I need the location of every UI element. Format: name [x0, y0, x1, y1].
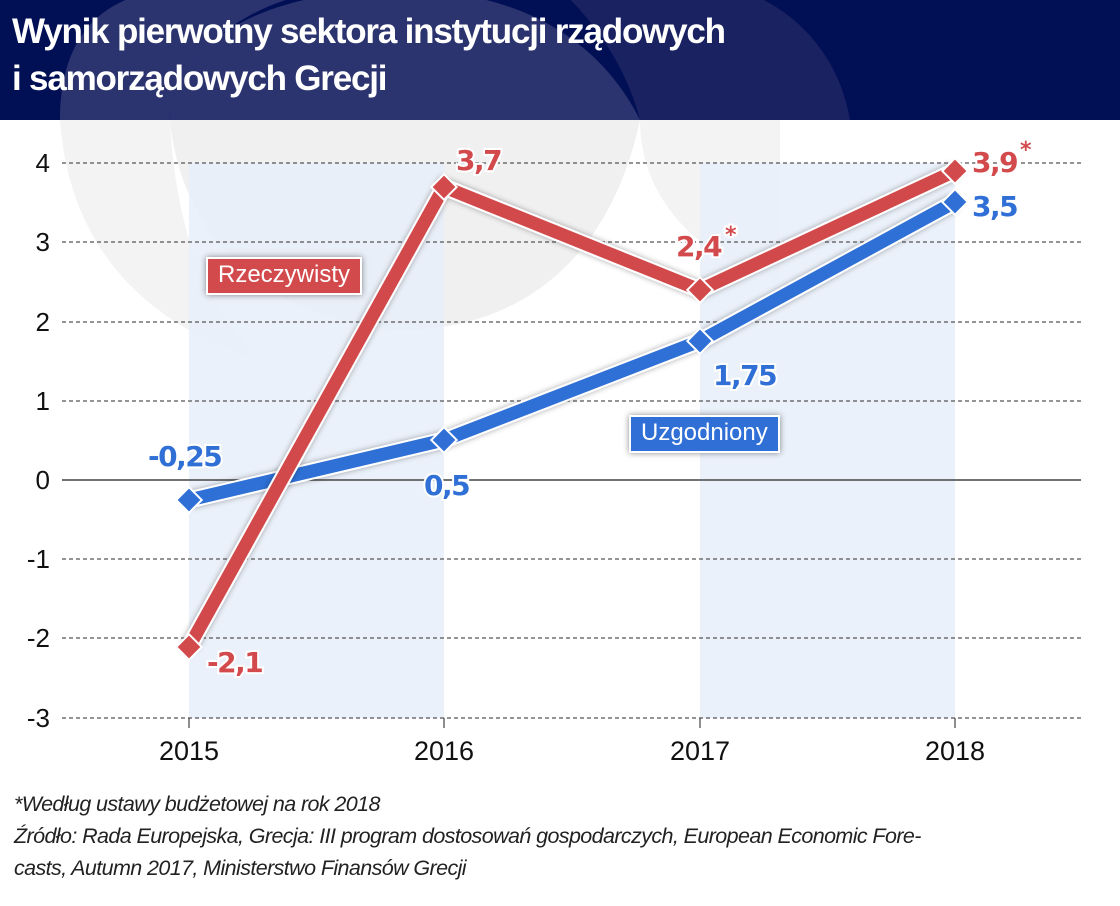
y-tick-neg2: -2	[27, 623, 50, 653]
y-tick-neg1: -1	[27, 544, 50, 574]
label-r2018-star: *	[1020, 138, 1032, 163]
y-tick-0: 0	[36, 465, 50, 495]
y-tick-3: 3	[36, 227, 50, 257]
label-u2016: 0,5	[424, 469, 469, 502]
markers-rzeczywisty	[174, 156, 970, 662]
label-r2018: 3,9	[972, 146, 1017, 179]
label-u2017: 1,75	[713, 359, 776, 392]
legend-rzeczywisty-label: Rzeczywisty	[218, 261, 351, 288]
footnote: *Według ustawy budżetowej na rok 2018	[14, 792, 380, 816]
source-line1: Źródło: Rada Europejska, Grecja: III pro…	[14, 824, 921, 848]
labels-uzgodniony: -0,25 0,5 1,75 3,5	[146, 188, 1021, 504]
label-r2016: 3,7	[456, 144, 501, 177]
chart-footer: *Według ustawy budżetowej na rok 2018 Źr…	[14, 788, 921, 884]
x-tick-marks	[188, 718, 956, 728]
gridlines	[62, 162, 1081, 719]
y-tick-neg3: -3	[27, 703, 50, 733]
x-axis: 2015 2016 2017 2018	[159, 736, 985, 766]
y-axis: 4 3 2 1 0 -1 -2 -3	[27, 148, 50, 733]
logo-watermark-icon	[60, 0, 850, 120]
legend-uzgodniony: Uzgodniony	[629, 415, 780, 453]
y-tick-4: 4	[36, 148, 50, 178]
chart-title: Wynik pierwotny sektora instytucji rządo…	[12, 8, 726, 102]
chart-title-line1: Wynik pierwotny sektora instytucji rządo…	[12, 12, 726, 51]
x-tick-2016: 2016	[414, 736, 474, 766]
y-tick-1: 1	[36, 386, 50, 416]
source-line2: casts, Autumn 2017, Ministerstwo Finansó…	[14, 856, 467, 880]
x-tick-2017: 2017	[670, 736, 730, 766]
x-tick-2015: 2015	[159, 736, 219, 766]
chart-header: Wynik pierwotny sektora instytucji rządo…	[0, 0, 1120, 120]
series-rzeczywisty	[181, 163, 959, 652]
legend-uzgodniony-label: Uzgodniony	[641, 419, 768, 446]
label-r2015: -2,1	[207, 646, 262, 679]
labels-rzeczywisty: -2,1 3,7 2,4 * 3,9 *	[205, 136, 1036, 681]
x-tick-2018: 2018	[925, 736, 985, 766]
y-tick-2: 2	[36, 307, 50, 337]
chart-title-line2: i samorządowych Grecji	[12, 59, 388, 98]
label-u2018: 3,5	[972, 190, 1017, 223]
label-u2015: -0,25	[148, 440, 221, 473]
legend-rzeczywisty: Rzeczywisty	[206, 257, 363, 295]
line-chart: 4 3 2 1 0 -1 -2 -3 2015 2016 2017 2018	[0, 120, 1120, 780]
series-uzgodniony	[187, 194, 960, 509]
markers-uzgodniony	[174, 187, 970, 515]
chart-canvas: 4 3 2 1 0 -1 -2 -3 2015 2016 2017 2018	[27, 120, 1081, 766]
label-r2017: 2,4	[676, 230, 722, 263]
